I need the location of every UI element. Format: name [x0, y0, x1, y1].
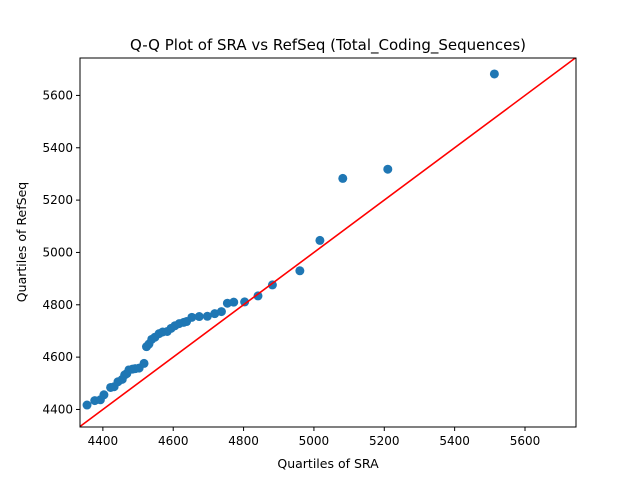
y-tick-label: 5400 — [42, 141, 73, 155]
data-point — [229, 297, 239, 307]
data-point — [489, 69, 499, 79]
data-point — [82, 400, 92, 410]
data-point — [202, 311, 212, 321]
y-tick-label: 5600 — [42, 88, 73, 102]
x-tick-label: 4800 — [228, 434, 259, 448]
y-tick-label: 4400 — [42, 402, 73, 416]
points-layer — [82, 69, 499, 410]
y-tick-label: 4800 — [42, 298, 73, 312]
data-point — [315, 235, 325, 245]
x-tick-label: 4600 — [158, 434, 189, 448]
data-point — [216, 307, 226, 317]
y-tick-label: 5000 — [42, 245, 73, 259]
chart-title: Q-Q Plot of SRA vs RefSeq (Total_Coding_… — [130, 36, 526, 55]
y-tick-label: 5200 — [42, 193, 73, 207]
data-point — [253, 291, 263, 301]
reference-line-layer — [79, 57, 576, 428]
y-axis-label: Quartiles of RefSeq — [14, 182, 29, 302]
plot-frame — [79, 57, 577, 428]
data-point — [194, 312, 204, 322]
data-point — [187, 312, 197, 322]
data-point — [383, 164, 393, 174]
x-tick-label: 5600 — [510, 434, 541, 448]
x-tick-label: 4400 — [88, 434, 119, 448]
x-tick-label: 5000 — [299, 434, 330, 448]
data-point — [295, 266, 305, 276]
data-point — [338, 173, 348, 183]
ticks-layer: 4400 4600 4800 5000 5200 5400 5600 4400 4600 4800… — [42, 88, 540, 448]
y-tick-label: 4600 — [42, 350, 73, 364]
x-tick-label: 5400 — [439, 434, 470, 448]
data-point — [99, 390, 109, 400]
data-point — [240, 297, 250, 307]
reference-line — [79, 57, 576, 428]
x-axis-label: Quartiles of SRA — [277, 456, 379, 471]
x-tick-label: 5200 — [369, 434, 400, 448]
data-point — [139, 358, 149, 368]
